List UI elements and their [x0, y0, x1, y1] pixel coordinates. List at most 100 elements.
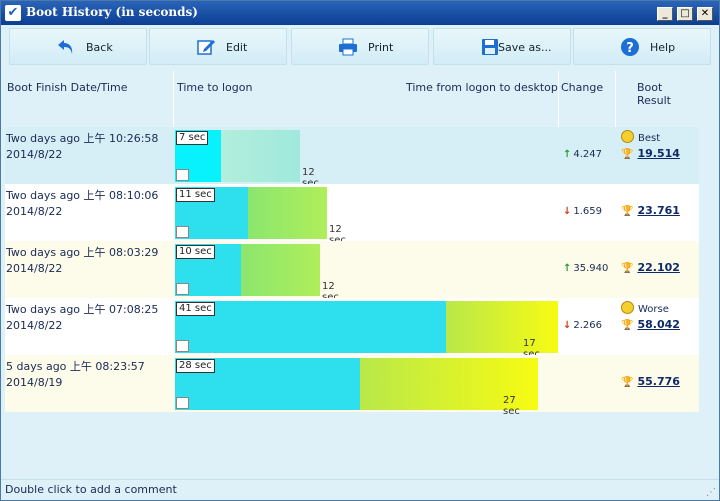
- result-badge: Worse: [621, 301, 669, 315]
- trophy-icon: 🏆: [621, 320, 634, 331]
- minimize-button[interactable]: _: [657, 7, 673, 21]
- help-label: Help: [650, 41, 676, 54]
- printer-icon: [339, 38, 357, 56]
- resize-grip-icon[interactable]: ⋰: [706, 487, 716, 498]
- desktop-bar-segment: [241, 244, 320, 296]
- edit-icon: [197, 40, 215, 55]
- col-boot-result[interactable]: Boot Result: [637, 81, 671, 107]
- logon-time-label: 7 sec: [176, 131, 209, 145]
- column-divider: [173, 71, 174, 127]
- close-button[interactable]: ✕: [697, 7, 713, 21]
- footer-hint: Double click to add a comment: [5, 483, 177, 496]
- comment-tag-icon[interactable]: [176, 397, 189, 409]
- table-row[interactable]: Two days ago 上午 08:10:06 2014/8/22 11 sec 1…: [5, 184, 699, 246]
- table-row[interactable]: 5 days ago 上午 08:23:57 2014/8/19 28 sec 27 …: [5, 355, 699, 417]
- back-arrow-icon: [58, 40, 73, 54]
- table-row[interactable]: Two days ago 上午 07:08:25 2014/8/22 41 sec 1…: [5, 298, 699, 360]
- checkmark-icon: ✔: [5, 5, 21, 21]
- desktop-time-label: 27 sec: [503, 395, 520, 417]
- boot-date: 2014/8/22: [6, 205, 63, 218]
- boot-total-link[interactable]: 19.514: [637, 147, 680, 160]
- boot-result: 🏆 22.102: [621, 261, 680, 274]
- floppy-disk-icon: [482, 39, 498, 55]
- table-row[interactable]: Two days ago 上午 10:26:58 2014/8/22 7 sec 12…: [5, 127, 699, 189]
- change-number: 4.247: [573, 149, 603, 160]
- boot-total-link[interactable]: 55.776: [637, 375, 680, 388]
- table-row[interactable]: Two days ago 上午 08:03:29 2014/8/22 10 sec 1…: [5, 241, 699, 303]
- boot-date: 2014/8/22: [6, 319, 63, 332]
- desktop-bar-segment: [360, 358, 538, 410]
- desktop-time-label: 12 sec: [302, 167, 319, 189]
- print-button[interactable]: Print: [291, 28, 429, 65]
- column-divider: [615, 71, 616, 127]
- desktop-time-label: 12 sec: [322, 281, 339, 303]
- boot-total-link[interactable]: 58.042: [637, 318, 680, 331]
- boot-history-list: Two days ago 上午 10:26:58 2014/8/22 7 sec 12…: [5, 127, 699, 417]
- trophy-icon: 🏆: [621, 263, 634, 274]
- boot-time: Two days ago 上午 07:08:25: [6, 303, 159, 316]
- logon-bar-segment: 10 sec: [175, 244, 241, 296]
- column-header: Boot Finish Date/Time Time to logon Time…: [5, 71, 699, 127]
- logon-bar-segment: 11 sec: [175, 187, 248, 239]
- boot-date: 2014/8/19: [6, 376, 63, 389]
- edit-label: Edit: [226, 41, 248, 54]
- logon-bar-segment: 41 sec: [175, 301, 446, 353]
- maximize-button[interactable]: □: [677, 7, 693, 21]
- boot-time: 5 days ago 上午 08:23:57: [6, 360, 145, 373]
- boot-result: 🏆 58.042: [621, 318, 680, 331]
- comment-tag-icon[interactable]: [176, 226, 189, 238]
- col-time-to-logon[interactable]: Time to logon: [177, 81, 253, 94]
- toolbar: Back Edit Print Save as...: [5, 28, 715, 66]
- smiley-icon: [621, 130, 634, 143]
- desktop-bar-segment: [248, 187, 327, 239]
- title-bar: ✔ Boot History (in seconds) _ □ ✕: [1, 1, 719, 25]
- boot-time: Two days ago 上午 08:10:06: [6, 189, 159, 202]
- change-number: 1.659: [573, 206, 603, 217]
- desktop-time-label: 12 sec: [329, 224, 346, 246]
- col-time-to-desktop[interactable]: Time from logon to desktop: [406, 81, 558, 94]
- change-value: ↓ 1.659: [563, 206, 602, 217]
- logon-time-label: 41 sec: [176, 302, 215, 316]
- arrow-down-icon: ↓: [563, 206, 572, 217]
- badge-label: Worse: [638, 304, 669, 315]
- edit-button[interactable]: Edit: [149, 28, 287, 65]
- boot-total-link[interactable]: 22.102: [637, 261, 680, 274]
- change-value: ↑ 35.940: [563, 263, 608, 274]
- save-as-button[interactable]: Save as...: [433, 28, 571, 65]
- trophy-icon: 🏆: [621, 377, 634, 388]
- trophy-icon: 🏆: [621, 149, 634, 160]
- boot-time: Two days ago 上午 08:03:29: [6, 246, 159, 259]
- change-value: ↑ 4.247: [563, 149, 602, 160]
- arrow-down-icon: ↓: [563, 320, 572, 331]
- desktop-bar-segment: [221, 130, 300, 182]
- back-button[interactable]: Back: [9, 28, 147, 65]
- boot-result: 🏆 55.776: [621, 375, 680, 388]
- comment-tag-icon[interactable]: [176, 340, 189, 352]
- arrow-up-icon: ↑: [563, 149, 572, 160]
- comment-tag-icon[interactable]: [176, 169, 189, 181]
- save-as-label: Save as...: [498, 41, 552, 54]
- trophy-icon: 🏆: [621, 206, 634, 217]
- help-button[interactable]: ? Help: [573, 28, 711, 65]
- change-number: 2.266: [573, 320, 603, 331]
- boot-date: 2014/8/22: [6, 148, 63, 161]
- col-boot-finish[interactable]: Boot Finish Date/Time: [7, 81, 128, 94]
- change-value: ↓ 2.266: [563, 320, 602, 331]
- help-icon: ?: [621, 38, 639, 56]
- status-bar: Double click to add a comment ⋰: [1, 479, 719, 500]
- logon-time-label: 11 sec: [176, 188, 215, 202]
- boot-result: 🏆 19.514: [621, 147, 680, 160]
- result-badge: Best: [621, 130, 660, 144]
- boot-total-link[interactable]: 23.761: [637, 204, 680, 217]
- desktop-time-label: 17 sec: [523, 338, 540, 360]
- col-change[interactable]: Change: [561, 81, 604, 94]
- badge-label: Best: [638, 133, 661, 144]
- arrow-up-icon: ↑: [563, 263, 572, 274]
- print-label: Print: [368, 41, 394, 54]
- logon-bar-segment: 7 sec: [175, 130, 221, 182]
- svg-text:?: ?: [626, 41, 634, 56]
- comment-tag-icon[interactable]: [176, 283, 189, 295]
- boot-date: 2014/8/22: [6, 262, 63, 275]
- change-number: 35.940: [573, 263, 609, 274]
